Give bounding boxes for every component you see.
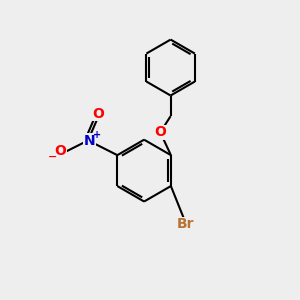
Text: −: − [48,152,58,162]
Text: O: O [154,125,166,139]
Text: +: + [93,130,101,140]
Text: N: N [84,134,95,148]
Text: O: O [54,145,66,158]
Text: Br: Br [177,218,194,232]
Text: O: O [92,107,104,121]
